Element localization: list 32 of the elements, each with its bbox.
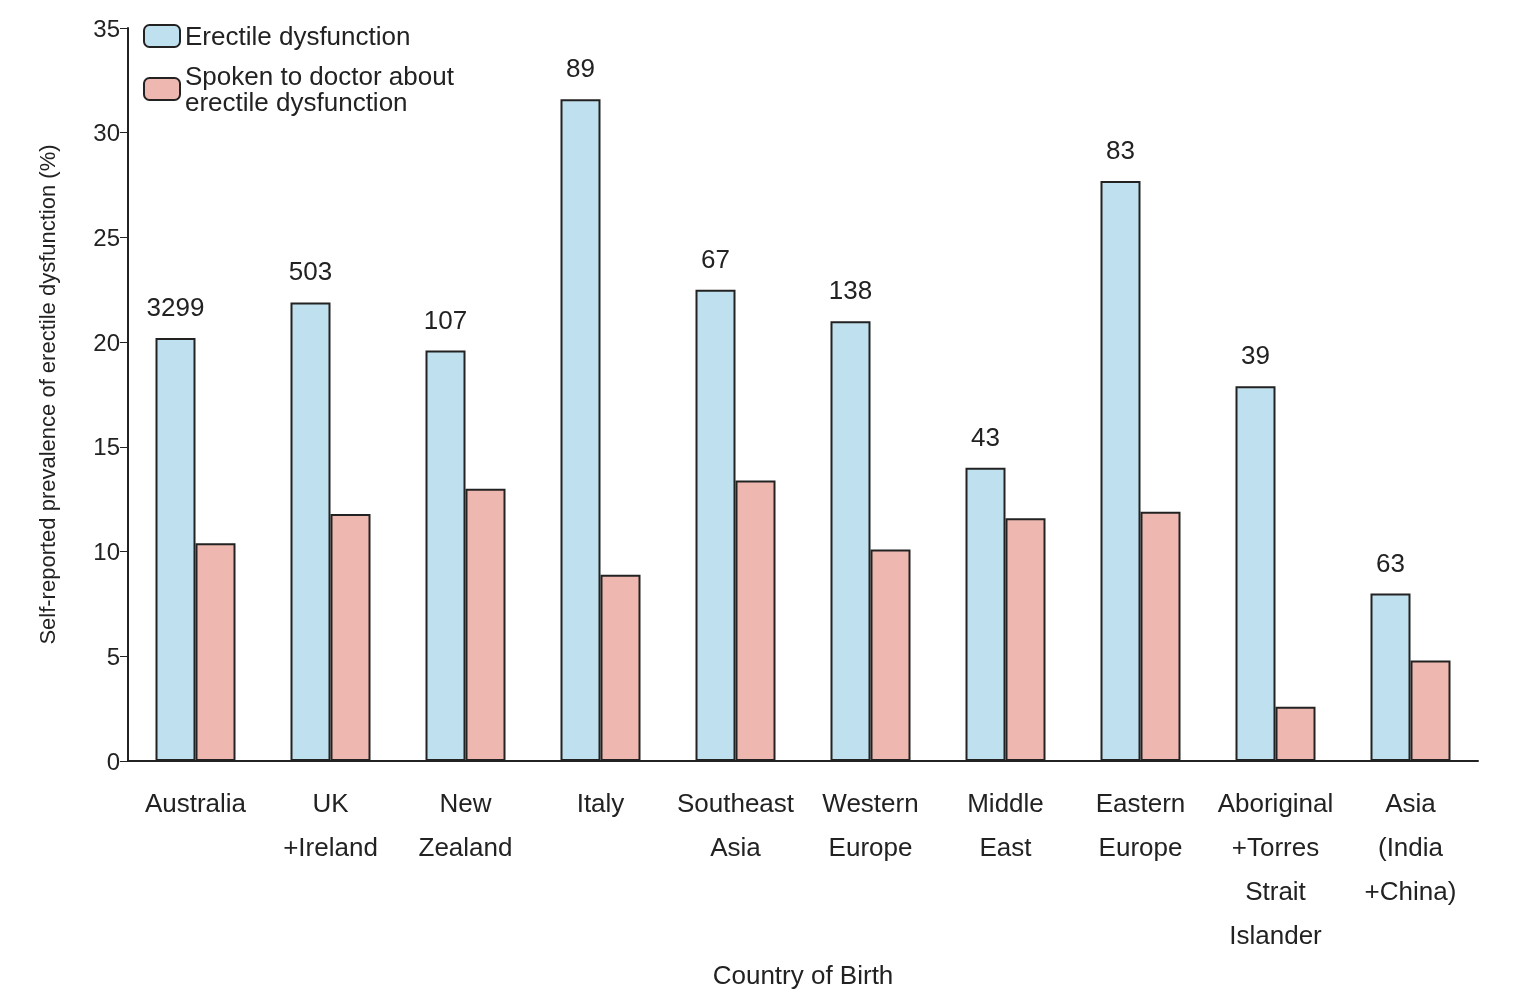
x-axis-title: Country of Birth (712, 960, 894, 990)
y-tick-label: 15 (93, 433, 120, 461)
x-tick-label: Middle East (967, 788, 1044, 863)
annotation: 43 (971, 421, 1000, 452)
x-tick-label: New Zealand (418, 788, 513, 863)
x-tick-label: Eastern Europe (1095, 788, 1186, 863)
y-tick-label: 30 (93, 119, 120, 147)
annotation: 503 (288, 256, 333, 287)
y-tick-label: 25 (93, 223, 120, 251)
annotation: 67 (701, 243, 730, 274)
y-tick-label: 20 (93, 328, 120, 356)
annotation: 107 (423, 304, 468, 335)
x-tick-label: Aboriginal +Torres Strait Islander (1217, 788, 1334, 951)
x-tick-label: Southeast Asia (676, 788, 795, 863)
legend-label: Spoken to doctor about erectile dysfunction (185, 61, 462, 117)
annotation: 83 (1106, 134, 1135, 165)
annotation: 63 (1376, 547, 1405, 578)
x-tick-label: Asia (India +China) (1364, 788, 1457, 907)
x-tick-label: Italy (576, 788, 625, 819)
legend-label: Erectile dysfunction (185, 21, 411, 51)
y-tick-label: 5 (106, 642, 120, 670)
annotation: 89 (566, 53, 595, 84)
x-tick-label: UK +Ireland (283, 788, 378, 863)
annotation: 39 (1241, 340, 1270, 371)
annotation: 138 (828, 275, 873, 306)
y-axis-title: Self-reported prevalence of erectile dysfunction (%) (34, 144, 60, 645)
y-tick-label: 0 (106, 747, 120, 775)
x-tick-label: Australia (144, 788, 247, 819)
y-tick-label: 35 (93, 14, 120, 42)
x-tick-label: Western Europe (822, 788, 919, 863)
y-tick-label: 10 (93, 538, 120, 566)
annotation: 3299 (146, 292, 205, 322)
